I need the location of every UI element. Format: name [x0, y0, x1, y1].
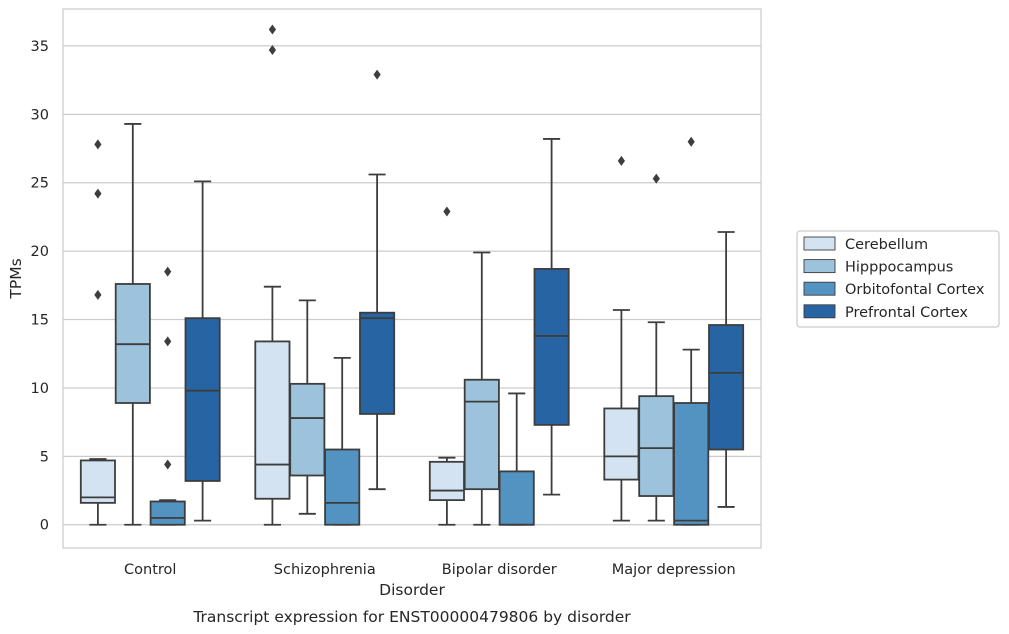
box-3-0 — [184, 180, 221, 522]
box-series-layer — [79, 24, 745, 526]
outlier-point — [268, 45, 276, 56]
outlier-point — [94, 139, 102, 150]
y-tick-label: 20 — [31, 244, 49, 260]
box-0-3 — [603, 155, 640, 522]
outlier-point — [164, 459, 172, 470]
box-0-1 — [254, 285, 291, 526]
outlier-point — [652, 173, 660, 184]
box-body — [254, 340, 291, 500]
box-1-1 — [289, 299, 326, 515]
box-1-3 — [638, 173, 675, 522]
box-body — [289, 382, 326, 477]
x-axis-label: Disorder — [379, 581, 445, 599]
x-tick-label: Schizophrenia — [274, 562, 376, 578]
legend-label: Prefrontal Cortex — [845, 305, 968, 321]
x-tick-label: Bipolar disorder — [442, 562, 557, 578]
box-2-1 — [324, 356, 361, 526]
y-tick-label: 10 — [31, 381, 49, 397]
y-tick-label: 0 — [40, 518, 49, 534]
y-tick-label: 35 — [31, 39, 49, 55]
box-2-2 — [498, 392, 535, 526]
box-body — [638, 395, 675, 497]
box-1-2 — [463, 251, 500, 526]
legend-label: Orbitofontal Cortex — [845, 282, 985, 298]
box-body — [533, 268, 570, 426]
box-body — [359, 311, 396, 415]
legend: Cerebellum Hipppocampus Orbitofontal Corte… — [796, 230, 1000, 328]
y-axis-label: TPMs — [7, 258, 25, 299]
y-axis-ticks: 0 5 10 15 20 25 30 35 — [31, 39, 49, 534]
y-tick-label: 5 — [40, 449, 49, 465]
x-tick-label: Major depression — [612, 562, 736, 578]
box-body — [708, 324, 745, 451]
legend-swatch — [803, 281, 836, 296]
y-tick-label: 15 — [31, 313, 49, 329]
outlier-point — [94, 188, 102, 199]
box-2-3 — [673, 136, 710, 526]
legend-swatch — [803, 259, 836, 274]
legend-swatch — [803, 304, 836, 319]
legend-label: Hipppocampus — [845, 260, 953, 276]
plot-area-frame — [62, 8, 762, 549]
grid-lines — [63, 45, 761, 526]
box-3-2 — [533, 138, 570, 496]
outlier-point — [164, 266, 172, 277]
outlier-point — [617, 155, 625, 166]
box-body — [603, 407, 640, 481]
box-body — [673, 402, 710, 526]
box-body — [463, 378, 500, 491]
legend-label: Cerebellum — [845, 237, 928, 253]
legend-frame — [796, 230, 1000, 328]
box-2-0 — [149, 266, 186, 526]
box-body — [79, 459, 116, 504]
box-3-1 — [359, 69, 396, 491]
box-1-0 — [114, 123, 151, 526]
y-tick-label: 30 — [31, 107, 49, 123]
box-body — [428, 460, 465, 502]
x-tick-label: Control — [124, 562, 176, 578]
box-body — [498, 470, 535, 526]
box-0-0 — [79, 458, 116, 526]
box-body — [324, 448, 361, 526]
outlier-point — [373, 69, 381, 80]
outlier-point — [94, 289, 102, 300]
box-3-3 — [708, 231, 745, 508]
box-body — [184, 317, 221, 482]
box-0-2 — [428, 206, 465, 526]
y-tick-label: 25 — [31, 176, 49, 192]
outlier-point — [164, 336, 172, 347]
chart-caption: Transcript expression for ENST0000047980… — [192, 608, 631, 626]
legend-swatch — [803, 236, 836, 251]
outlier-point — [443, 206, 451, 217]
x-axis-ticks: Control Schizophrenia Bipolar disorder Majo… — [124, 562, 736, 578]
outlier-point — [268, 24, 276, 35]
outlier-point — [687, 136, 695, 147]
box-body — [149, 500, 186, 526]
